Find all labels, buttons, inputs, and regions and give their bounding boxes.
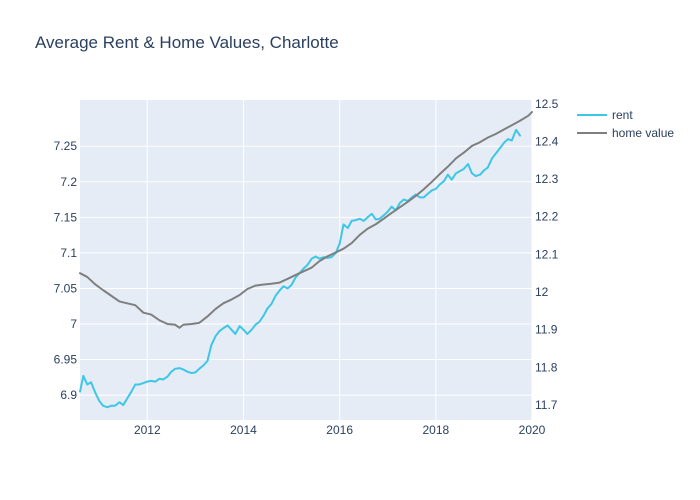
x-tick-label: 2020 (519, 423, 546, 437)
legend-label-home-value: home value (612, 126, 674, 140)
x-tick-label: 2012 (134, 423, 161, 437)
tick-labels: 6.9 6.95 7 7.05 7.1 7.15 7.2 7.25 2012 2014 2016 20… (54, 97, 559, 437)
y-left-tick-label: 7.05 (54, 281, 78, 295)
y-right-tick-label: 11.7 (535, 398, 558, 412)
y-right-tick-label: 12.2 (535, 210, 559, 224)
x-tick-label: 2014 (230, 423, 257, 437)
plot-background (80, 100, 532, 420)
y-right-tick-label: 12.1 (535, 247, 559, 261)
y-left-tick-label: 7 (70, 317, 77, 331)
x-tick-label: 2016 (326, 423, 353, 437)
chart-title: Average Rent & Home Values, Charlotte (35, 33, 339, 52)
y-left-tick-label: 6.9 (60, 388, 77, 402)
y-right-tick-label: 11.8 (535, 360, 558, 374)
y-right-tick-label: 12 (535, 285, 549, 299)
series-lines (79, 111, 533, 409)
y-left-tick-label: 7.1 (60, 246, 77, 260)
y-right-tick-label: 12.3 (535, 172, 559, 186)
y-left-tick-label: 7.2 (60, 175, 77, 189)
x-tick-label: 2018 (422, 423, 449, 437)
y-right-tick-label: 12.5 (535, 97, 559, 111)
series-line-home-value (79, 111, 533, 329)
y-left-tick-label: 7.25 (54, 139, 78, 153)
y-left-tick-label: 7.15 (54, 210, 78, 224)
grid (80, 100, 533, 420)
y-right-tick-label: 12.4 (535, 134, 559, 148)
y-left-tick-label: 6.95 (54, 353, 78, 367)
y-right-tick-label: 11.9 (535, 323, 558, 337)
legend-label-rent: rent (612, 108, 633, 122)
legend: rent home value (577, 108, 674, 140)
